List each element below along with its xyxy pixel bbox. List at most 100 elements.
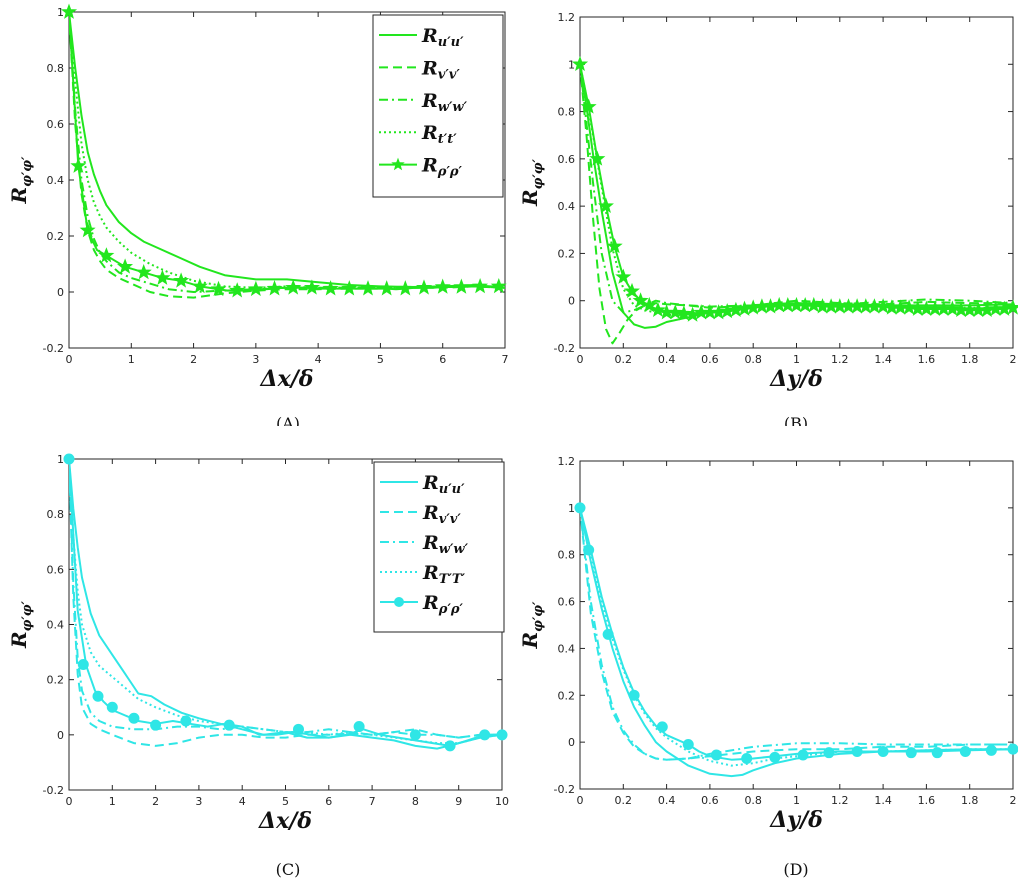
y-tick-label: -0.2 xyxy=(554,342,575,355)
series-line-1 xyxy=(580,507,1013,778)
y-tick-label: 0.2 xyxy=(558,247,576,260)
series-marker xyxy=(434,278,451,294)
series-marker xyxy=(180,715,192,727)
series-marker xyxy=(150,719,162,731)
x-tick-label: 1.6 xyxy=(918,353,936,366)
series-marker xyxy=(409,729,421,741)
series-marker xyxy=(606,237,623,254)
series-line-5 xyxy=(580,507,1013,761)
y-tick-label: 0.8 xyxy=(47,62,65,75)
series-marker xyxy=(63,453,75,465)
x-tick-label: 1.4 xyxy=(874,353,892,366)
caption-a: (A) xyxy=(275,414,301,426)
x-axis-label: Δy/δ xyxy=(769,366,823,392)
caption-b: (B) xyxy=(783,414,809,426)
x-tick-label: 0 xyxy=(66,353,73,366)
legend: Ru′u′Rv′v′Rw′w′Rt′t′Rρ′ρ′ xyxy=(372,14,504,198)
y-tick-label: 0 xyxy=(568,736,575,749)
x-tick-label: 7 xyxy=(502,353,509,366)
series-marker xyxy=(959,746,971,758)
x-tick-label: 2 xyxy=(1010,794,1017,807)
series-marker xyxy=(985,744,997,756)
y-tick-label: -0.2 xyxy=(43,784,64,797)
series-marker xyxy=(682,738,694,750)
series-marker xyxy=(944,300,961,316)
series-marker xyxy=(397,280,414,296)
x-tick-label: 0.4 xyxy=(658,353,676,366)
y-tick-label: 1 xyxy=(57,6,64,19)
series-marker xyxy=(490,277,507,294)
x-tick-label: 3 xyxy=(252,353,259,366)
series-marker xyxy=(98,247,115,263)
legend-entry: Rρ′ρ′ xyxy=(422,592,464,617)
series-marker xyxy=(472,277,489,294)
x-tick-label: 0.8 xyxy=(744,353,762,366)
y-tick-label: 0.6 xyxy=(47,563,65,576)
series-marker xyxy=(154,269,171,285)
series-line-2 xyxy=(69,459,502,747)
series-line-3 xyxy=(580,64,1013,314)
series-marker xyxy=(1007,743,1018,755)
x-tick-label: 4 xyxy=(315,353,322,366)
series-marker xyxy=(223,719,235,731)
y-axis-label: Rφ′φ′ xyxy=(518,601,546,650)
series-marker xyxy=(266,280,283,296)
legend-marker xyxy=(394,597,404,607)
y-tick-label: 1.2 xyxy=(558,455,576,468)
series-marker xyxy=(322,280,339,296)
series-marker xyxy=(623,282,640,299)
series-marker xyxy=(905,747,917,759)
series-marker xyxy=(574,502,586,514)
y-tick-label: 1 xyxy=(568,502,575,515)
x-tick-label: 1.8 xyxy=(961,794,979,807)
x-tick-label: 3 xyxy=(195,795,202,808)
x-tick-label: 1 xyxy=(128,353,135,366)
x-tick-label: 0.8 xyxy=(744,794,762,807)
series-marker xyxy=(797,749,809,761)
x-tick-label: 7 xyxy=(369,795,376,808)
legend-marker xyxy=(391,157,405,171)
plot-frame xyxy=(579,460,1014,790)
series-marker xyxy=(79,221,96,238)
x-tick-label: 6 xyxy=(439,353,446,366)
x-tick-label: 2 xyxy=(1010,353,1017,366)
series-marker xyxy=(303,279,320,295)
series-marker xyxy=(117,258,134,274)
chart-panel-a: 0 1 2 3 4 5 6 7-0.200.20.40.60.81Δx/δRφ′φ′Ru′u′… xyxy=(7,3,509,392)
y-tick-label: 0.6 xyxy=(558,153,576,166)
series-marker xyxy=(710,749,722,761)
y-tick-label: 0.4 xyxy=(558,642,576,655)
series-marker xyxy=(602,628,614,640)
series-marker xyxy=(60,3,78,19)
x-tick-label: 2 xyxy=(152,795,159,808)
y-tick-label: -0.2 xyxy=(554,783,575,796)
x-tick-label: 1 xyxy=(793,794,800,807)
series-marker xyxy=(580,98,597,114)
series-marker xyxy=(247,280,264,297)
x-axis-label: Δx/δ xyxy=(258,808,312,834)
series-marker xyxy=(628,689,640,701)
series-marker xyxy=(656,721,668,733)
series-marker xyxy=(597,197,614,213)
x-tick-label: 1.2 xyxy=(831,353,849,366)
chart-panel-d: 0 0.2 0.4 0.6 0.8 1 1.2 1.4 1.6 1.8 2-0.200.20.40.… xyxy=(518,455,1018,833)
y-tick-label: 1 xyxy=(57,453,64,466)
y-tick-label: 0.8 xyxy=(558,549,576,562)
caption-c: (C) xyxy=(275,860,301,879)
series-line-2 xyxy=(69,12,505,299)
x-tick-label: 4 xyxy=(239,795,246,808)
y-tick-label: 0.8 xyxy=(558,106,576,119)
chart-panel-c: 0 1 2 3 4 5 6 7 8 9 10-0.200.20.40.60.81Δx/δRφ′φ′R… xyxy=(7,453,509,834)
y-tick-label: 0 xyxy=(57,286,64,299)
series-marker xyxy=(292,723,304,735)
x-tick-label: 0 xyxy=(577,794,584,807)
x-tick-label: 5 xyxy=(282,795,289,808)
x-tick-label: 1 xyxy=(109,795,116,808)
series-marker xyxy=(571,55,589,72)
y-tick-label: 0 xyxy=(568,295,575,308)
chart-panel-b: 0 0.2 0.4 0.6 0.8 1 1.2 1.4 1.6 1.8 2-0.200.20.40.… xyxy=(518,11,1018,392)
x-tick-label: 10 xyxy=(495,795,509,808)
y-tick-label: 0.4 xyxy=(47,174,65,187)
series-marker xyxy=(92,690,104,702)
y-tick-label: 0.4 xyxy=(47,619,65,632)
